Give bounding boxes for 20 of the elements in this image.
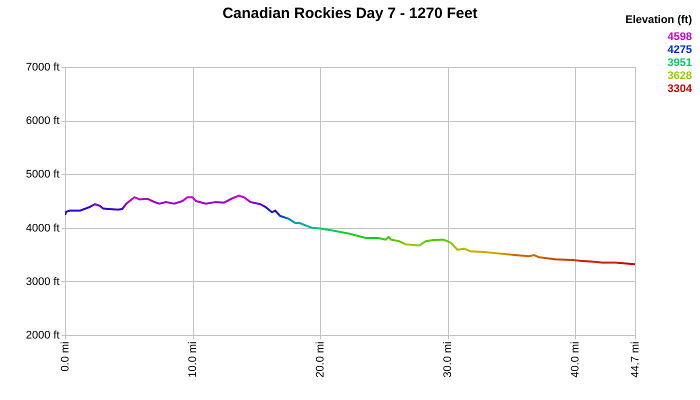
y-tick-label: 5000 ft xyxy=(26,168,60,181)
text: 3628 xyxy=(666,70,692,83)
line-series xyxy=(65,194,635,266)
y-tick-label: 6000 ft xyxy=(26,115,60,128)
x-tick-label: 44.7 mi xyxy=(630,342,642,378)
y-tick-label: 2000 ft xyxy=(26,330,60,342)
text: 4598 xyxy=(666,31,692,44)
text: 4275 xyxy=(666,44,692,57)
x-tick-label: 30.0 mi xyxy=(442,342,454,378)
chart-title: Canadian Rockies Day 7 - 1270 Feet xyxy=(222,5,478,22)
x-tick-label: 40.0 mi xyxy=(570,342,582,378)
x-tick-label: 10.0 mi xyxy=(187,342,200,378)
x-tick-label: 0.0 mi xyxy=(60,342,72,372)
y-tick-label: 3000 ft xyxy=(26,276,60,288)
text: 3951 xyxy=(666,57,692,70)
text: 3304 xyxy=(666,83,692,96)
y-tick-label: 7000 ft xyxy=(26,62,60,74)
y-tick-label: 4000 ft xyxy=(26,222,60,234)
text: Elevation (ft) xyxy=(625,14,692,27)
x-tick-label: 20.0 mi xyxy=(314,342,327,378)
